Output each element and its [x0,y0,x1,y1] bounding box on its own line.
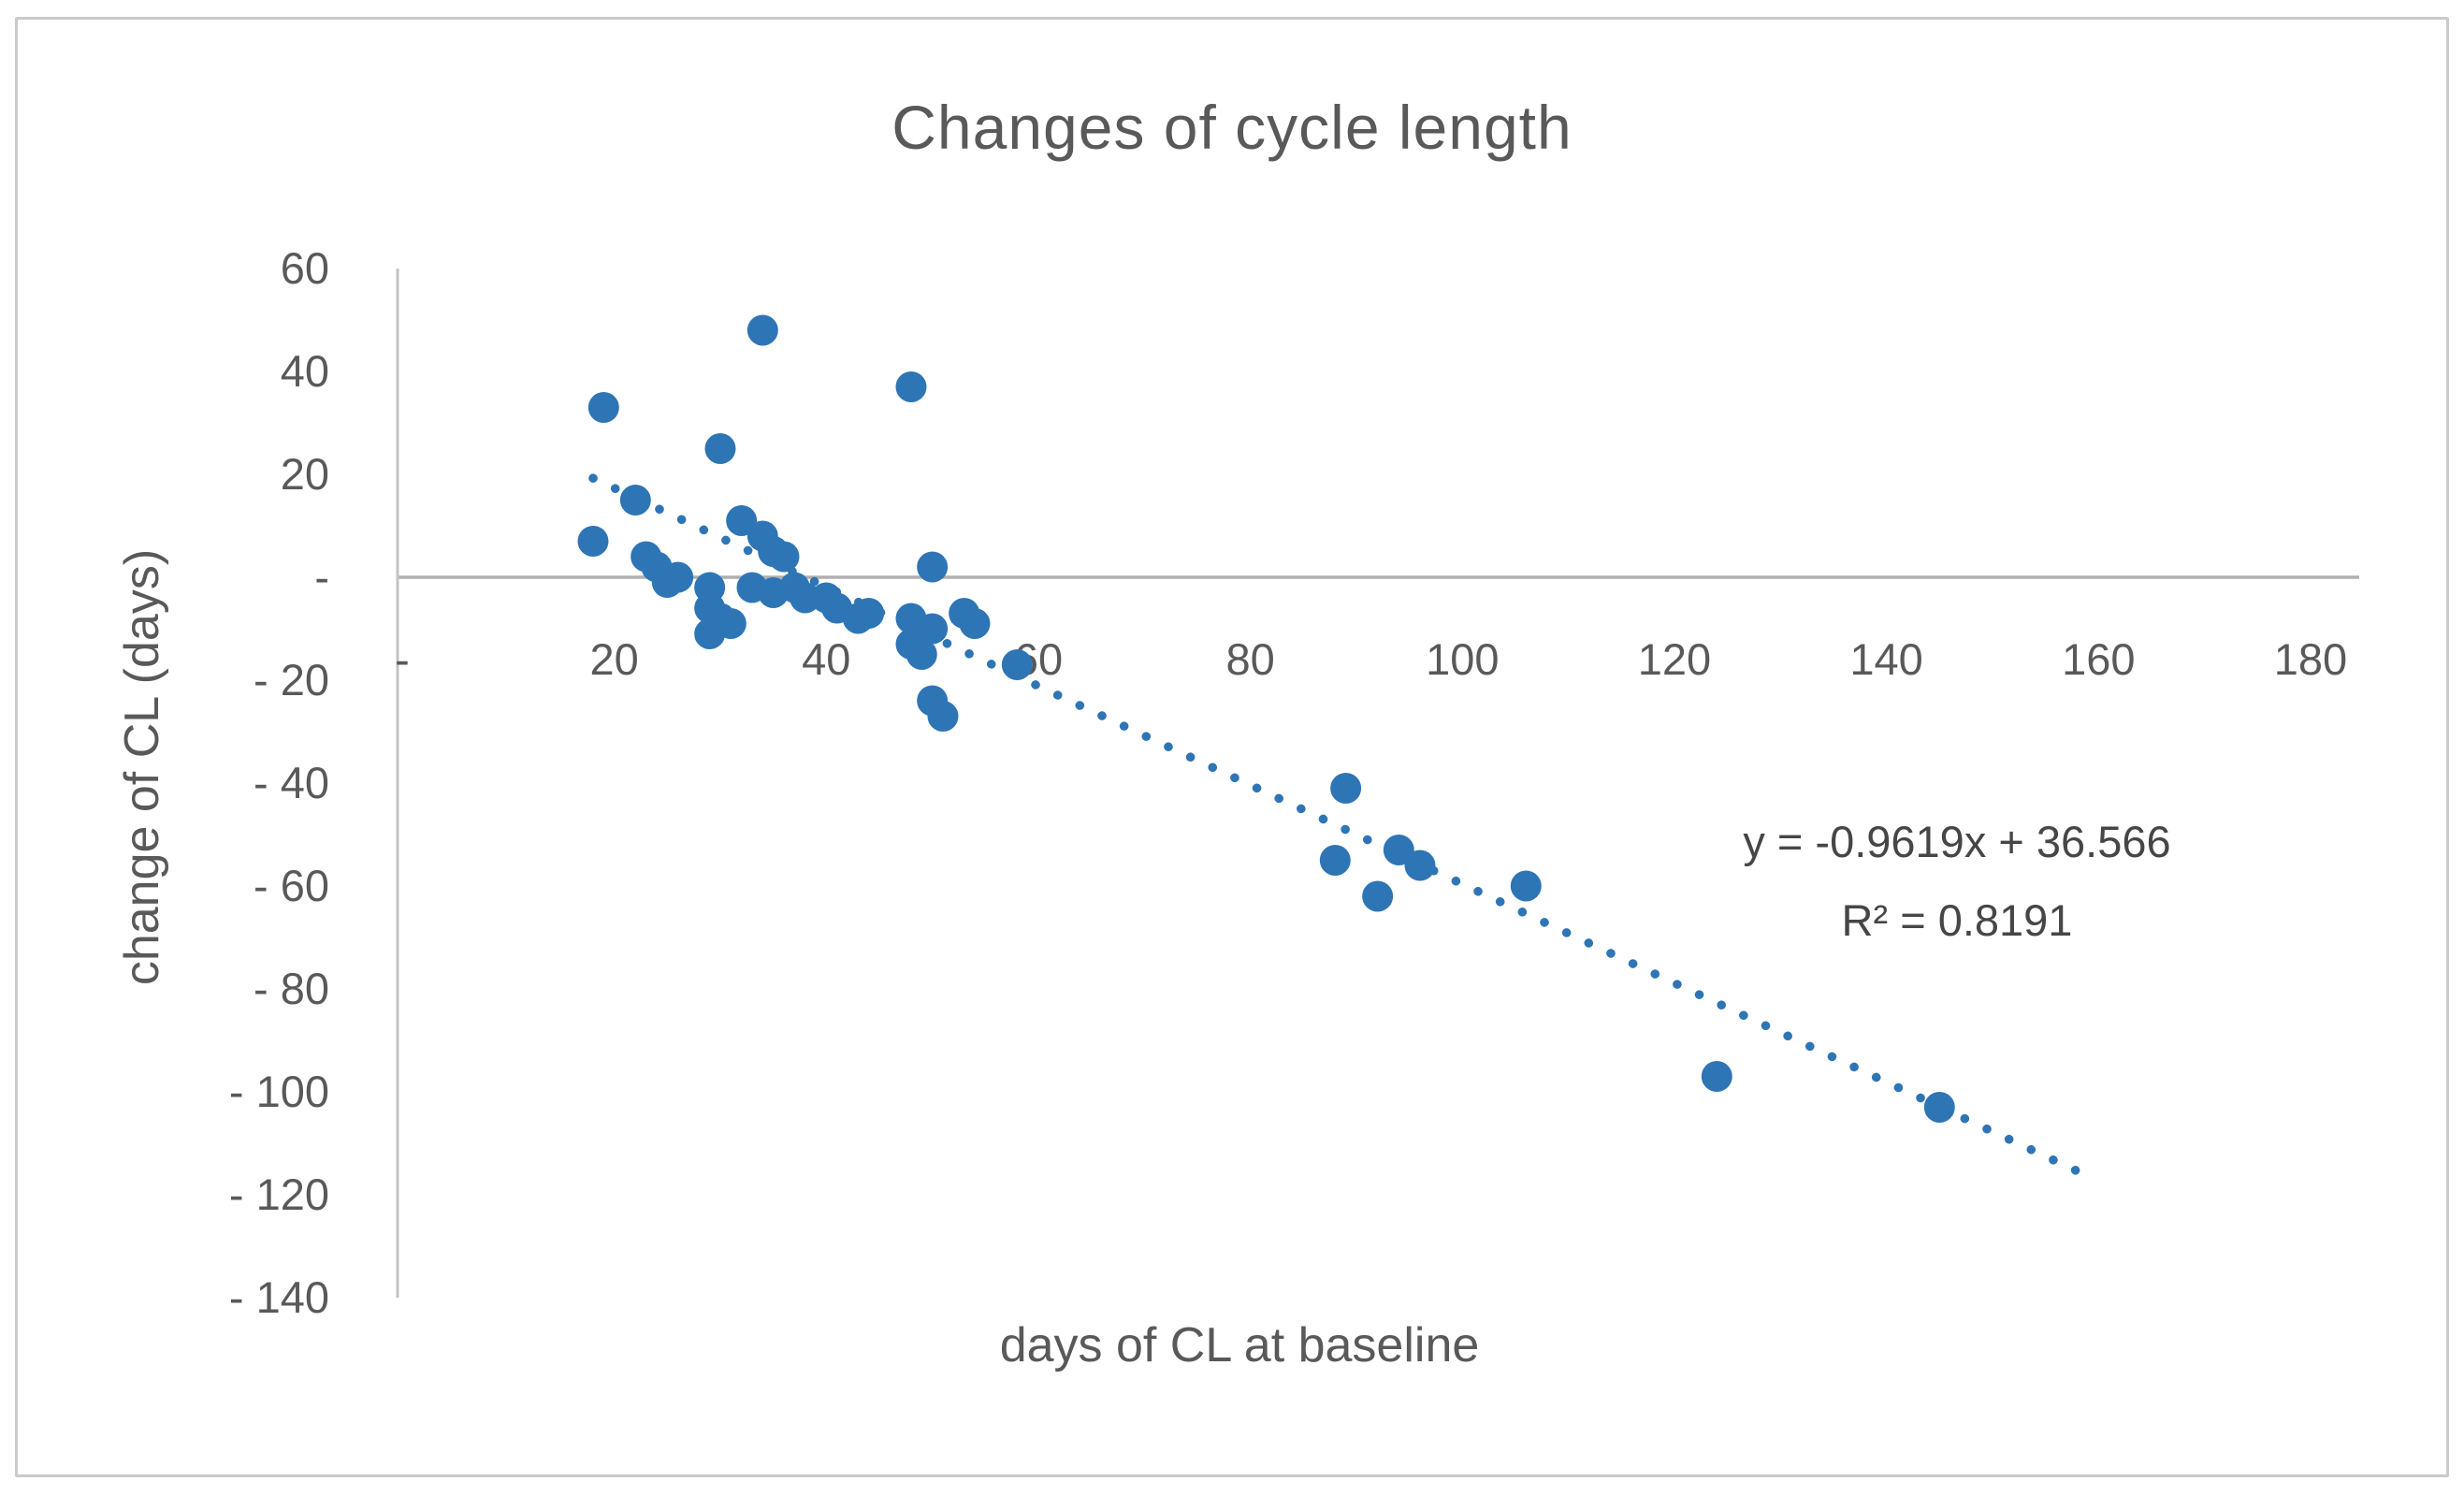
data-point [715,608,746,639]
data-point [959,608,991,639]
data-point [790,582,821,614]
data-point [1319,845,1351,876]
x-tick-label: - [395,634,410,684]
y-tick-labels-group: 60 40 20 - - 20 - 40 - 60 - 80 - 100 - 120 - 140 [229,243,329,1322]
y-tick-label: - 140 [229,1272,329,1322]
data-point [1701,1061,1732,1092]
data-point [917,613,949,645]
trendline-equation: y = -0.9619x + 36.566 [1743,817,2171,866]
data-point [1330,773,1362,804]
data-point [1923,1092,1955,1123]
x-axis-title: days of CL at baseline [999,1318,1480,1373]
y-tick-label: 40 [281,346,329,396]
data-point [917,551,949,583]
data-point [895,371,927,402]
data-point [1001,649,1033,680]
x-tick-label: 100 [1426,634,1499,684]
trendline-equation-box: y = -0.9619x + 36.566 R² = 0.8191 [1743,803,2170,960]
y-axis-title: change of CL (days) [115,548,169,986]
data-point [1362,880,1394,912]
chart-border [15,17,2449,1477]
y-tick-label: 20 [281,449,329,499]
data-point [619,485,651,516]
data-point [662,561,694,593]
data-point [577,526,609,557]
x-tick-label: 120 [1638,634,1711,684]
x-tick-label: 40 [802,634,850,684]
y-tick-label: - 100 [229,1067,329,1116]
data-point [1383,835,1414,865]
x-tick-label: 140 [1849,634,1922,684]
data-point [906,639,937,670]
data-point [746,314,778,346]
y-tick-label: - 120 [229,1169,329,1219]
data-point [587,392,619,423]
data-point [704,433,736,464]
y-tick-label: - [314,552,329,602]
data-points-group [577,314,1955,1123]
y-tick-label: - 40 [254,758,329,807]
chart-title: Changes of cycle length [891,93,1573,162]
y-tick-label: - 60 [254,861,329,910]
data-point [768,541,800,573]
y-tick-label: 60 [281,243,329,293]
data-point [853,598,885,629]
x-tick-label: 180 [2274,634,2347,684]
data-point [927,701,959,732]
data-point [1404,850,1436,881]
data-point [1510,870,1542,902]
y-tick-label: - 80 [254,964,329,1013]
y-tick-label: - 20 [254,655,329,704]
x-tick-label: 20 [590,634,639,684]
trendline-r-squared: R² = 0.8191 [1841,895,2073,945]
x-tick-label: 160 [2062,634,2135,684]
x-tick-label: 80 [1225,634,1274,684]
x-tick-labels-group: -20 40 60 80 100 120 140 160 180 [395,634,2347,684]
data-point [726,505,758,536]
